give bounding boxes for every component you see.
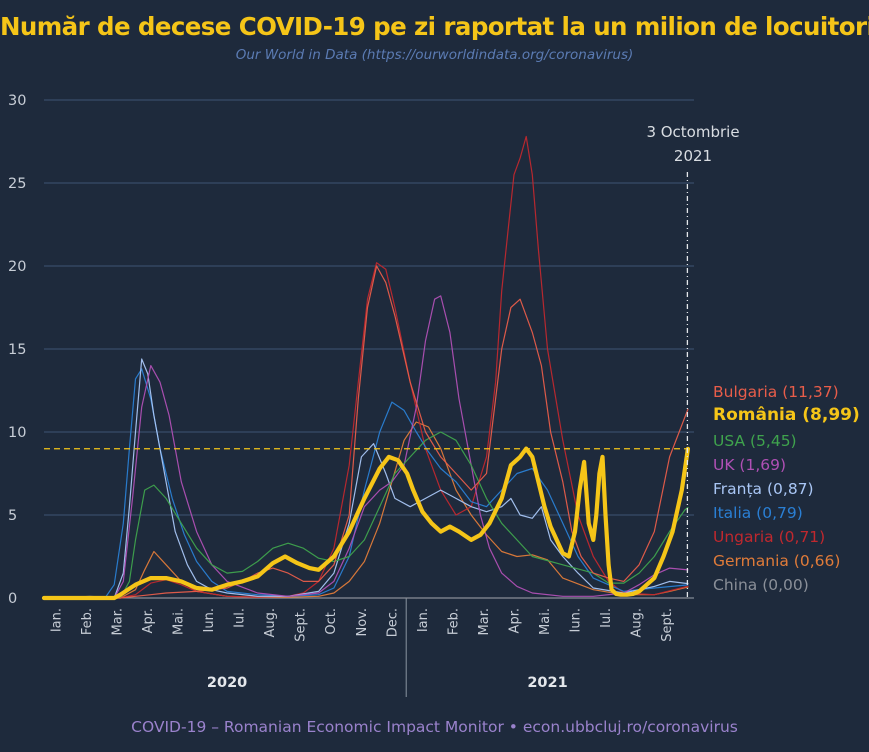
x-tick-label-5: Mai.	[172, 608, 187, 635]
annotation-date-line2: 2021	[674, 147, 712, 165]
y-tick-label-15: 15	[8, 342, 26, 358]
legend-item-românia: România (8,99)	[713, 405, 860, 425]
x-tick-label-20: Aug.	[629, 608, 644, 638]
y-tick-label-0: 0	[8, 591, 17, 607]
series-line-românia	[41, 446, 691, 601]
x-tick-label-8: Aug.	[263, 608, 278, 638]
y-tick-label-25: 25	[8, 176, 26, 192]
y-tick-label-30: 30	[8, 93, 26, 109]
chart-subtitle: Our World in Data (https://ourworldindat…	[235, 47, 634, 63]
chart-footer: COVID-19 – Romanian Economic Impact Moni…	[131, 718, 738, 736]
y-tick-label-20: 20	[8, 259, 26, 275]
y-tick-label-10: 10	[8, 425, 26, 441]
chart-title: Număr de decese COVID-19 pe zi raportat …	[0, 12, 869, 41]
x-tick-label-17: Mai.	[538, 608, 553, 635]
x-tick-label-6: Iun.	[202, 608, 217, 632]
x-tick-label-4: Apr.	[141, 608, 156, 633]
legend-item-franța: Franța (0,87)	[713, 480, 814, 498]
legend-item-usa: USA (5,45)	[713, 432, 797, 450]
series-lines	[41, 135, 691, 601]
series-line-italia	[43, 368, 689, 599]
x-tick-label-19: Iul.	[599, 608, 614, 628]
x-tick-label-21: Sept.	[660, 608, 675, 642]
x-tick-label-15: Mar.	[477, 608, 492, 635]
legend-item-ungaria: Ungaria (0,71)	[713, 528, 825, 546]
series-line-franța	[43, 358, 689, 599]
x-tick-label-7: Iul.	[233, 608, 248, 628]
x-tick-label-9: Sept.	[294, 608, 309, 642]
x-tick-label-3: Mar.	[111, 608, 126, 635]
x-axis: Ian. Feb. Mar. Apr. Mai. Iun. Iul. Aug. Sept. Oct…	[44, 597, 694, 697]
legend-item-china: China (0,00)	[713, 576, 809, 594]
x-tick-label-13: Ian.	[416, 608, 431, 632]
legend: Bulgaria (11,37) România (8,99) USA (5,45)…	[713, 383, 860, 594]
year-label-2021: 2021	[527, 675, 567, 691]
x-tick-label-14: Feb.	[446, 608, 461, 635]
gridlines	[44, 99, 694, 516]
x-tick-label-1: Ian.	[50, 608, 65, 632]
x-tick-label-12: Dec.	[385, 608, 400, 637]
legend-item-bulgaria: Bulgaria (11,37)	[713, 383, 839, 401]
x-tick-label-11: Nov.	[355, 608, 370, 637]
series-line-uk	[43, 295, 689, 599]
y-tick-label-5: 5	[8, 508, 17, 524]
year-label-2020: 2020	[207, 675, 247, 691]
series-line-usa	[43, 431, 689, 599]
y-axis: 0 5 10 15 20 25 30	[8, 93, 26, 607]
x-tick-label-10: Oct.	[324, 608, 339, 635]
x-tick-label-18: Iun.	[568, 608, 583, 632]
x-tick-label-2: Feb.	[80, 608, 95, 635]
legend-item-germania: Germania (0,66)	[713, 552, 840, 570]
annotation-date-line1: 3 Octombrie	[646, 123, 739, 141]
legend-item-italia: Italia (0,79)	[713, 504, 803, 522]
annotations: 3 Octombrie 2021	[44, 123, 740, 598]
legend-item-uk: UK (1,69)	[713, 456, 786, 474]
x-tick-label-16: Apr.	[507, 608, 522, 633]
